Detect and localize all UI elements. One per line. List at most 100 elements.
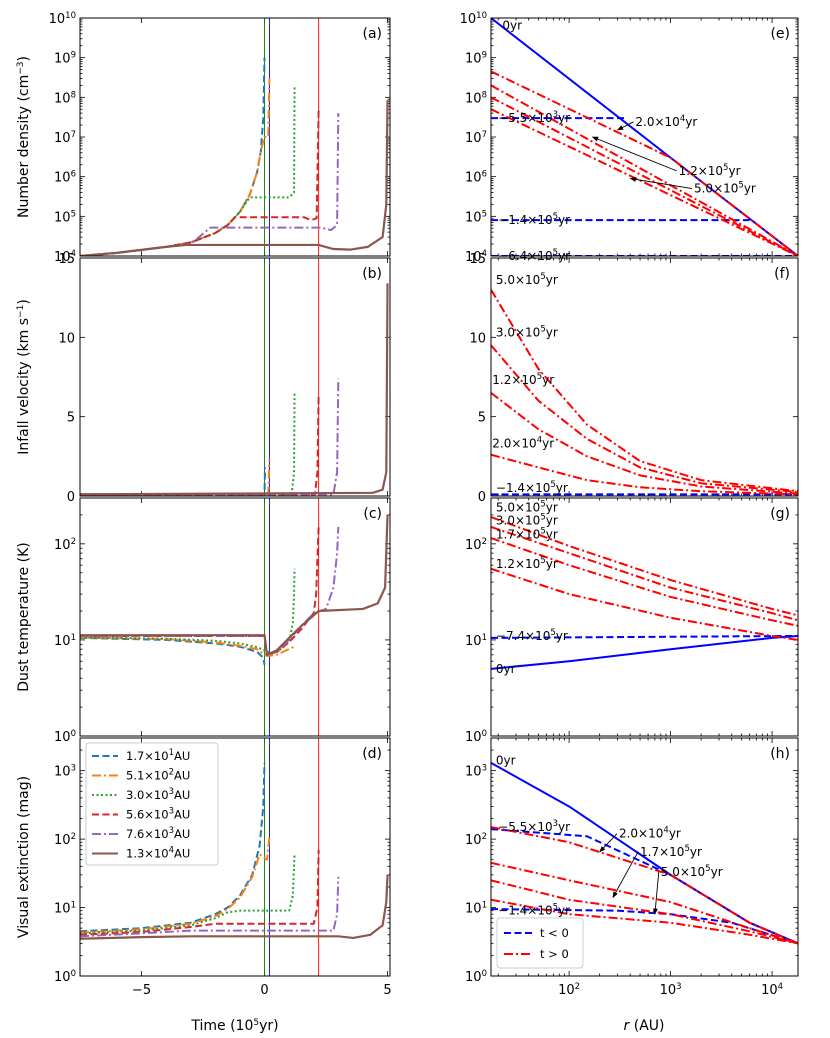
curve-label-h-1-unit: yr	[558, 820, 570, 834]
curve-label-f-1-mantissa: 3.0×10	[496, 326, 540, 340]
y-tick-label-c: 100	[54, 729, 76, 745]
curve-label-f-2-exp: 5	[537, 372, 542, 382]
y-tick-label-a-exp: 6	[71, 170, 76, 180]
series-h-6	[491, 898, 798, 945]
y-tick-label-e: 1010	[460, 11, 487, 27]
axes-frame-h	[490, 737, 799, 977]
y-tick-label-a: 108	[54, 90, 76, 106]
curve-label-e-0-unit: yr	[510, 18, 522, 32]
plot-area-g	[491, 516, 798, 670]
panel-label-c: (c)	[363, 506, 382, 522]
y-tick-label-e: 107	[465, 130, 487, 146]
y-tick-label-e: 108	[465, 90, 487, 106]
legend-label-5: 1.3×104AU	[126, 846, 190, 861]
series-h-4	[491, 861, 798, 945]
axes-frame-d	[79, 737, 391, 977]
y-tick-label-g: 101	[465, 633, 487, 649]
series-f-2	[491, 392, 798, 495]
y-ticks-f: 0 5 10 15	[469, 252, 798, 505]
y-tick-label-a-exp: 7	[71, 130, 76, 140]
y-tick-label-c-mantissa: 10	[54, 634, 71, 649]
x-tick-label-h-mantissa: 10	[558, 983, 575, 998]
y-tick-label-g-exp: 2	[482, 537, 487, 547]
legend-label-4: 7.6×103AU	[126, 826, 190, 841]
curve-label-g-1: 3.0×105yr	[496, 512, 558, 527]
y-tick-label-e-mantissa: 10	[465, 91, 482, 106]
ylabel-text-c: Dust temperature (K)	[16, 542, 32, 691]
ylabel-b: Infall velocity (km s−1)	[16, 299, 32, 455]
legend-box	[85, 742, 219, 866]
curve-label-e-2-exp: 4	[680, 114, 685, 124]
legend-label-0-mantissa: 1.7×10	[126, 749, 169, 763]
x-tick-label-d: 5	[383, 983, 391, 998]
y-tick-label-h-mantissa: 10	[465, 833, 482, 848]
curve-label-h-4-mantissa: 5.0×10	[661, 865, 705, 879]
legend-label-4-mantissa: 7.6×10	[126, 827, 169, 841]
curve-label-f-1-exp: 5	[540, 325, 545, 335]
curve-label-g-0-exp: 5	[540, 499, 545, 509]
legend-label-4-unit: AU	[174, 827, 190, 841]
series-g-1	[491, 634, 798, 639]
legend-right-label-0: t < 0	[540, 926, 569, 940]
curve-label-g-5: 0yr	[496, 662, 516, 676]
legend-label-1-exp: 2	[169, 768, 174, 778]
series-g-2	[491, 567, 798, 641]
plot-area-f	[491, 289, 798, 496]
axes-frame-e	[490, 17, 799, 257]
y-tick-label-g: 100	[465, 729, 487, 745]
ylabel-a: Number density (cm−3)	[16, 56, 32, 218]
y-tick-label-c-exp: 1	[71, 633, 76, 643]
curve-label-e-2: 2.0×104yr	[635, 114, 697, 129]
annotation-arrow-e-3	[591, 136, 677, 172]
legend-label-4-exp: 3	[169, 826, 174, 836]
curve-label-f-3-unit: yr	[542, 437, 554, 451]
curve-label-e-5: −1.4×105yr	[498, 212, 570, 227]
panel-label-g: (g)	[770, 506, 790, 522]
y-tick-label-c: 101	[54, 633, 76, 649]
curve-label-h-5-mantissa: −1.4×10	[498, 904, 552, 918]
curve-label-h-5: −1.4×105yr	[498, 903, 570, 918]
y-tick-label-d: 103	[54, 764, 76, 780]
legend-label-2-mantissa: 3.0×10	[126, 788, 169, 802]
y-tick-label-a-exp: 5	[71, 209, 76, 219]
legend-label-1-mantissa: 5.1×10	[126, 769, 169, 783]
x-ticks-h: 102 103 104	[497, 738, 783, 998]
series-h-5	[491, 879, 798, 945]
legend-label-0-exp: 1	[169, 748, 174, 758]
annotation-arrow-h-3	[612, 851, 639, 899]
annotation-arrow-e-4	[629, 176, 693, 190]
curve-label-e-5-unit: yr	[558, 213, 570, 227]
annotation-arrow-h-4	[652, 872, 660, 915]
curve-label-h-0-unit: yr	[504, 754, 516, 768]
curve-label-e-3-exp: 5	[723, 163, 728, 173]
y-tick-label-h-mantissa: 10	[465, 902, 482, 917]
y-tick-label-d-exp: 1	[71, 901, 76, 911]
curve-label-e-4-mantissa: 5.0×10	[694, 182, 738, 196]
curve-label-e-4: 5.0×105yr	[694, 181, 756, 196]
curve-label-h-3-mantissa: 1.7×10	[640, 845, 684, 859]
curve-label-f-3: 2.0×104yr	[492, 436, 554, 451]
curve-label-g-2-mantissa: 1.7×10	[496, 528, 540, 542]
y-tick-label-e-mantissa: 10	[465, 171, 482, 186]
curve-label-h-2-unit: yr	[669, 827, 681, 841]
curve-label-f-1: 3.0×105yr	[496, 325, 558, 340]
y-tick-label-d-exp: 2	[71, 832, 76, 842]
series-g-3	[491, 537, 798, 627]
y-tick-label-h-exp: 0	[482, 969, 487, 979]
curve-label-f-0-exp: 5	[540, 272, 545, 282]
y-tick-label-f: 15	[469, 252, 486, 267]
series-e-7	[491, 108, 798, 256]
legend-label-3-exp: 3	[169, 807, 174, 817]
y-tick-label-e: 105	[465, 209, 487, 225]
y-tick-label-e-exp: 9	[482, 51, 487, 61]
y-tick-label-d-mantissa: 10	[54, 970, 71, 985]
series-c-4	[80, 526, 340, 656]
curve-label-g-4-unit: yr	[556, 629, 568, 643]
y-tick-label-h-mantissa: 10	[465, 765, 482, 780]
